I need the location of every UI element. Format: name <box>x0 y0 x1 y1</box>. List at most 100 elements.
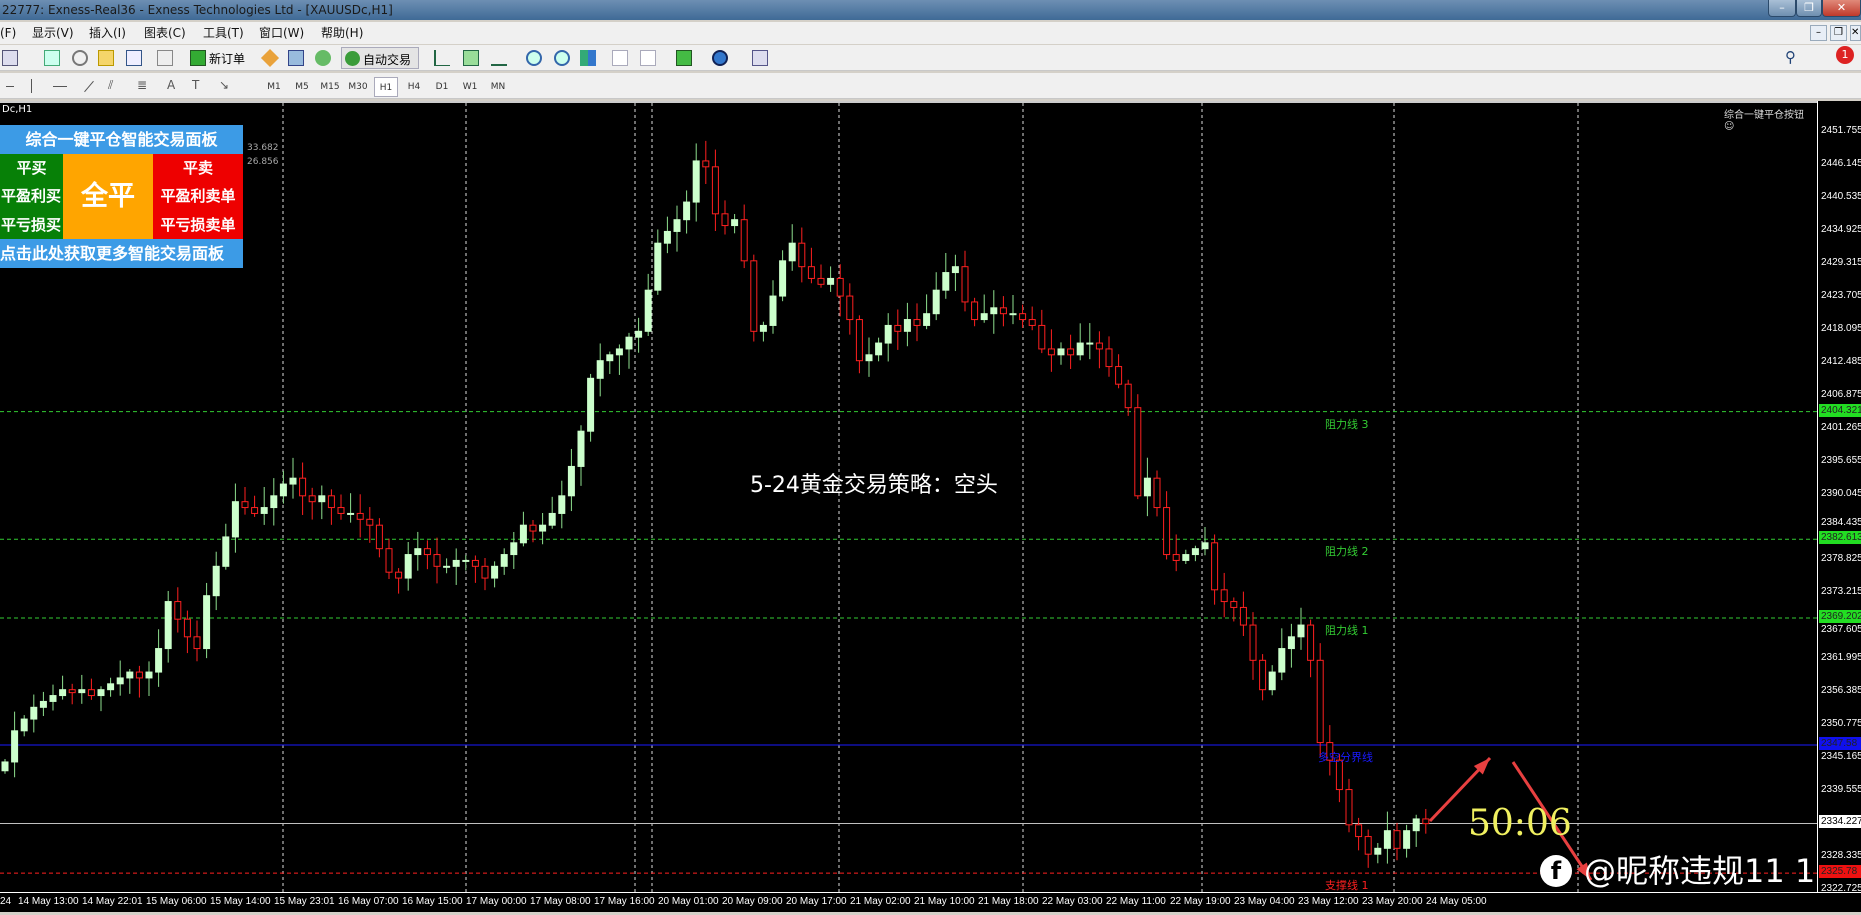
candle-bear <box>299 477 307 497</box>
timeframe-d1[interactable]: D1 <box>435 82 449 92</box>
close-profit-buy-button[interactable]: 平盈利买单 <box>0 182 63 234</box>
price-tick: 2434.925 <box>1821 223 1861 235</box>
search-icon[interactable]: ⚲ <box>1785 48 1796 66</box>
new-order-button[interactable]: 新订单 <box>209 52 246 66</box>
timeframe-m15[interactable]: M15 <box>320 82 340 92</box>
zoom-in-icon[interactable] <box>526 50 542 66</box>
candle-bull <box>260 507 268 514</box>
candle-bear <box>193 636 201 650</box>
close-all-button-label[interactable]: 综合一键平仓按钮 ☺ <box>1724 106 1817 132</box>
close-sell-button[interactable]: 平卖 <box>153 154 243 182</box>
tile-windows-icon[interactable] <box>580 50 596 66</box>
bar-chart-icon[interactable] <box>434 50 450 66</box>
time-axis[interactable]: 24 14 May 13:00 14 May 22:01 15 May 06:00 15… <box>0 892 1861 912</box>
menu-insert[interactable]: 插入(I) <box>89 26 126 40</box>
close-button[interactable]: ✕ <box>1822 0 1861 17</box>
auto-trading-button[interactable]: 自动交易 <box>341 47 419 69</box>
menu-window[interactable]: 窗口(W) <box>259 26 305 40</box>
close-loss-sell-button[interactable]: 平亏损卖单 <box>153 211 243 239</box>
timeframe-w1[interactable]: W1 <box>462 82 478 92</box>
candle-bear <box>1230 601 1238 608</box>
cursor-icon[interactable] <box>6 86 14 87</box>
price-axis[interactable]: 2322.725 2328.335 2339.555 2345.165 2350.775… <box>1817 101 1861 894</box>
signals-icon[interactable] <box>288 50 304 66</box>
periods-icon[interactable] <box>712 50 728 66</box>
level-label: 阻力线 3 <box>1325 417 1369 431</box>
candle-bear <box>68 689 76 694</box>
indicators-icon[interactable] <box>676 50 692 66</box>
timeframe-h4[interactable]: H4 <box>407 82 421 92</box>
autoscroll-icon[interactable] <box>640 50 656 66</box>
price-tick: 2339.555 <box>1821 784 1861 796</box>
new-order-icon[interactable] <box>190 50 206 66</box>
time-tick: 17 May 08:00 <box>530 896 591 907</box>
candle-bull <box>932 289 940 315</box>
close-buy-button[interactable]: 平买 <box>0 154 63 182</box>
menu-help[interactable]: 帮助(H) <box>321 26 364 40</box>
candle-bull <box>39 700 47 708</box>
notification-badge[interactable]: 1 <box>1836 46 1854 64</box>
menu-charts[interactable]: 图表(C) <box>144 26 186 40</box>
candle-bull <box>903 319 911 332</box>
strategy-tester-icon[interactable] <box>157 50 173 66</box>
price-chart[interactable]: Dc,H1 综合一键平仓按钮 ☺ 综合一键平仓智能交易面板 平买 平盈利买单 平… <box>0 101 1817 894</box>
zoom-out-icon[interactable] <box>554 50 570 66</box>
candle-bull <box>20 718 28 732</box>
minimize-button[interactable]: – <box>1768 0 1796 17</box>
candle-bull <box>779 260 787 297</box>
text-label-icon[interactable]: T <box>192 78 200 92</box>
menu-file[interactable]: (F) <box>0 26 17 40</box>
child-close-button[interactable]: ✕ <box>1850 25 1861 41</box>
candle-bear <box>481 565 489 579</box>
vertical-line-icon[interactable] <box>31 79 32 93</box>
candle-bull <box>539 524 547 532</box>
horizontal-line-icon[interactable] <box>53 86 67 87</box>
candle-bull <box>1057 348 1065 356</box>
close-loss-buy-button[interactable]: 平亏损买单 <box>0 211 63 262</box>
chart-symbol-label: Dc,H1 <box>2 104 33 115</box>
metaeditor-icon[interactable] <box>260 48 280 68</box>
text-icon[interactable]: A <box>167 78 176 92</box>
timeframe-m30[interactable]: M30 <box>348 82 368 92</box>
crosshair-icon[interactable] <box>72 50 88 66</box>
candle-bear <box>308 495 316 503</box>
candle-bull <box>548 512 556 526</box>
line-chart-icon[interactable] <box>491 50 507 66</box>
candle-bull <box>203 595 211 650</box>
navigator-icon[interactable] <box>98 50 114 66</box>
price-tag-resistance: 2382.613 <box>1819 531 1861 545</box>
market-watch-icon[interactable] <box>44 50 60 66</box>
chart-shift-icon[interactable] <box>612 50 628 66</box>
price-tick: 2446.145 <box>1821 157 1861 169</box>
more-panels-link[interactable]: 点击此处获取更多智能交易面板 <box>0 239 243 268</box>
timeframe-m1[interactable]: M1 <box>267 82 281 92</box>
price-tick: 2406.875 <box>1821 388 1861 400</box>
candle-bull <box>827 277 835 285</box>
close-profit-sell-button[interactable]: 平盈利卖单 <box>153 182 243 211</box>
menu-tools[interactable]: 工具(T) <box>203 26 244 40</box>
candle-bear <box>750 260 758 332</box>
equidistant-channel-icon[interactable]: ⫽ <box>108 78 114 92</box>
child-restore-button[interactable]: ❐ <box>1830 25 1847 41</box>
candlestick-icon[interactable] <box>463 50 479 66</box>
timeframe-h1[interactable]: H1 <box>374 77 398 97</box>
trendline-icon[interactable] <box>84 80 94 93</box>
candle-bear <box>1355 824 1363 838</box>
child-minimize-button[interactable]: – <box>1810 25 1827 41</box>
templates-icon[interactable] <box>752 50 768 66</box>
menu-view[interactable]: 显示(V) <box>32 26 74 40</box>
timeframe-m5[interactable]: M5 <box>295 82 309 92</box>
profiles-icon[interactable] <box>2 50 18 66</box>
close-all-button[interactable]: 全平 <box>63 154 153 239</box>
candle-bull <box>596 360 604 379</box>
fibonacci-icon[interactable]: ≣ <box>137 78 148 92</box>
terminal-icon[interactable] <box>126 50 142 66</box>
candle-bull <box>1268 671 1276 691</box>
time-tick: 17 May 16:00 <box>594 896 655 907</box>
market-icon[interactable] <box>315 50 331 66</box>
time-tick: 22 May 19:00 <box>1170 896 1231 907</box>
arrows-icon[interactable]: ↘ <box>219 78 230 92</box>
time-tick: 17 May 00:00 <box>466 896 527 907</box>
timeframe-mn[interactable]: MN <box>490 82 506 92</box>
restore-button[interactable]: ❐ <box>1796 0 1822 17</box>
